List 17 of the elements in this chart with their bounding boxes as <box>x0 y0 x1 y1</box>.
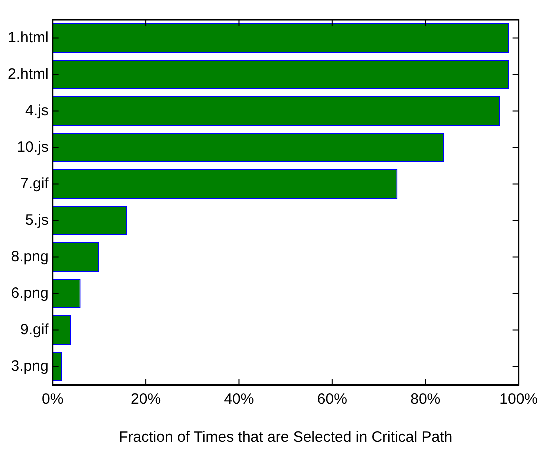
y-tick-label: 6.png <box>11 284 49 302</box>
y-tick-label: 4.js <box>26 102 49 120</box>
x-tick-label: 40% <box>224 391 254 408</box>
y-tick-label: 9.gif <box>20 321 50 338</box>
y-tick-label: 2.html <box>8 66 49 83</box>
x-tick-label: 20% <box>131 391 162 408</box>
x-tick-label: 60% <box>317 391 348 408</box>
y-tick-label: 7.gif <box>20 175 50 192</box>
y-tick-label: 5.js <box>26 212 49 229</box>
y-tick-label: 10.js <box>17 138 49 156</box>
y-tick-label: 3.png <box>11 358 49 375</box>
x-tick-label: 100% <box>500 391 538 408</box>
y-tick-label: 8.png <box>11 248 49 266</box>
x-tick-label: 80% <box>410 391 441 408</box>
x-axis-title: Fraction of Times that are Selected in Critical Path <box>119 429 453 446</box>
y-tick-label: 1.html <box>8 29 49 46</box>
x-tick-label: 0% <box>42 391 64 408</box>
